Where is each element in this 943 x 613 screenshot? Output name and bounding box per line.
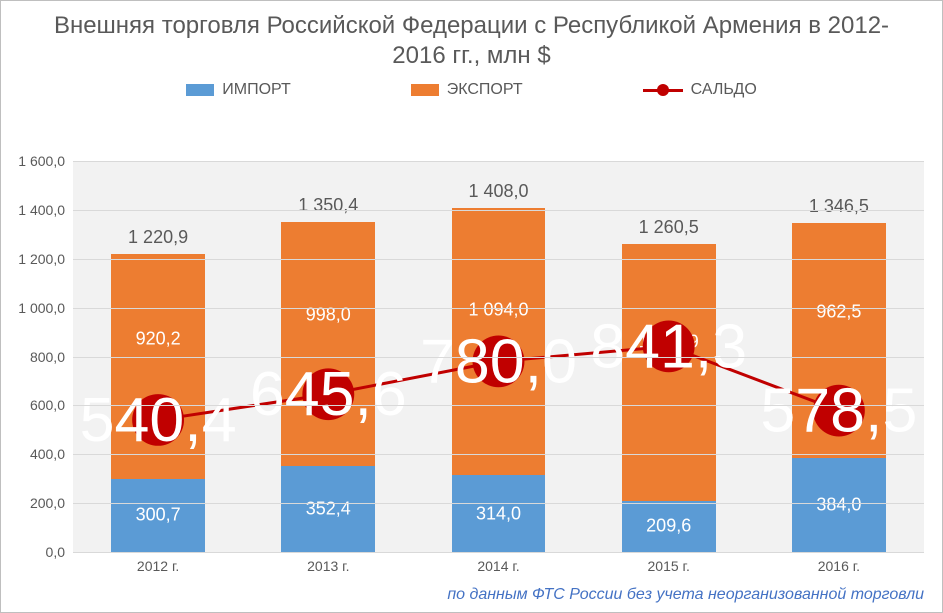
gridline xyxy=(73,210,924,211)
balance-marker: 841,3 xyxy=(590,311,747,381)
gridline xyxy=(73,454,924,455)
balance-marker-label: 578,5 xyxy=(760,376,917,446)
balance-marker: 578,5 xyxy=(760,376,917,446)
gridline xyxy=(73,503,924,504)
chart-title: Внешняя торговля Российской Федерации с … xyxy=(1,1,942,71)
x-axis-label: 2015 г. xyxy=(648,558,690,574)
legend-item-import: ИМПОРТ xyxy=(186,81,291,99)
legend-label-export: ЭКСПОРТ xyxy=(447,81,523,99)
y-axis-tick: 200,0 xyxy=(30,495,65,511)
gridline xyxy=(73,552,924,553)
balance-marker-label: 645,6 xyxy=(250,359,407,429)
y-axis-tick: 1 400,0 xyxy=(18,202,65,218)
balance-marker: 780,0 xyxy=(420,326,577,396)
plot-area: 300,7920,21 220,9352,4998,01 350,4314,01… xyxy=(73,161,924,552)
chart-container: Внешняя торговля Российской Федерации с … xyxy=(0,0,943,613)
y-axis-tick: 1 600,0 xyxy=(18,153,65,169)
y-axis-tick: 600,0 xyxy=(30,397,65,413)
balance-marker-label: 841,3 xyxy=(590,311,747,381)
y-axis-tick: 0,0 xyxy=(46,544,65,560)
gridline xyxy=(73,161,924,162)
gridline xyxy=(73,259,924,260)
y-axis-tick: 400,0 xyxy=(30,446,65,462)
balance-marker-label: 540,4 xyxy=(80,385,237,455)
balance-marker: 645,6 xyxy=(250,359,407,429)
x-axis-label: 2014 г. xyxy=(477,558,519,574)
x-axis-label: 2013 г. xyxy=(307,558,349,574)
balance-marker: 540,4 xyxy=(80,385,237,455)
legend-swatch-import xyxy=(186,84,214,96)
chart-footnote: по данным ФТС России без учета неорганиз… xyxy=(447,586,924,604)
legend: ИМПОРТ ЭКСПОРТ САЛЬДО xyxy=(1,71,942,105)
x-axis-label: 2016 г. xyxy=(818,558,860,574)
y-axis-tick: 1 000,0 xyxy=(18,300,65,316)
x-axis-label: 2012 г. xyxy=(137,558,179,574)
balance-marker-label: 780,0 xyxy=(420,326,577,396)
y-axis-tick: 1 200,0 xyxy=(18,251,65,267)
legend-item-export: ЭКСПОРТ xyxy=(411,81,523,99)
legend-label-import: ИМПОРТ xyxy=(222,81,291,99)
legend-label-balance: САЛЬДО xyxy=(691,81,757,99)
y-axis-tick: 800,0 xyxy=(30,349,65,365)
gridline xyxy=(73,308,924,309)
gridline xyxy=(73,405,924,406)
gridline xyxy=(73,357,924,358)
legend-item-balance: САЛЬДО xyxy=(643,81,757,99)
legend-swatch-balance xyxy=(643,83,683,97)
legend-swatch-export xyxy=(411,84,439,96)
